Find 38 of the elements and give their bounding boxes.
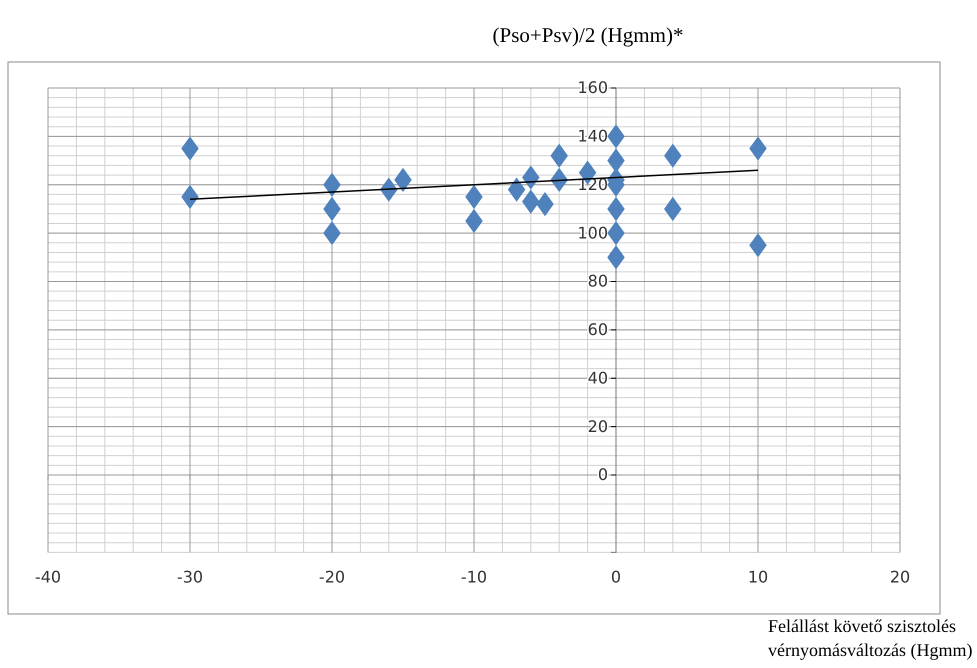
x-tick-label: -10	[460, 567, 488, 586]
x-axis-title: Felállást követő szisztolés vérnyomásváltozás (Hgmm)	[768, 616, 972, 660]
point	[536, 192, 554, 216]
y-tick-label: 20	[588, 416, 608, 436]
point	[323, 172, 341, 197]
point	[550, 144, 568, 168]
point	[394, 168, 412, 192]
point	[522, 165, 540, 190]
point	[465, 184, 483, 209]
point	[323, 196, 341, 222]
point	[607, 220, 625, 246]
y-tick-label: 100	[577, 223, 608, 242]
x-tick-label: 0	[610, 567, 622, 586]
x-tick-label: -40	[34, 567, 62, 586]
point	[749, 233, 767, 258]
point	[664, 196, 682, 222]
y-tick-label: 80	[588, 272, 608, 291]
y-tick-label: 140	[577, 126, 608, 146]
y-axis-title: (Pso+Psv)/2 (Hgmm)*	[492, 23, 684, 47]
point	[465, 208, 483, 234]
point	[607, 124, 625, 149]
x-tick-label: 10	[748, 567, 768, 586]
point	[181, 184, 199, 209]
point	[607, 196, 625, 222]
point	[749, 136, 767, 161]
y-tick-label: 160	[577, 78, 608, 98]
point	[508, 177, 526, 202]
y-tick-label: 60	[588, 320, 608, 339]
point	[181, 136, 199, 161]
y-tick-label: 40	[588, 368, 608, 388]
x-tick-label: 20	[890, 567, 910, 586]
point	[664, 144, 682, 168]
point	[323, 220, 341, 246]
y-tick-label: 0	[598, 465, 608, 484]
point	[607, 245, 625, 270]
x-tick-label: -30	[176, 567, 204, 586]
x-tick-label: -20	[318, 567, 346, 586]
point	[522, 190, 540, 214]
